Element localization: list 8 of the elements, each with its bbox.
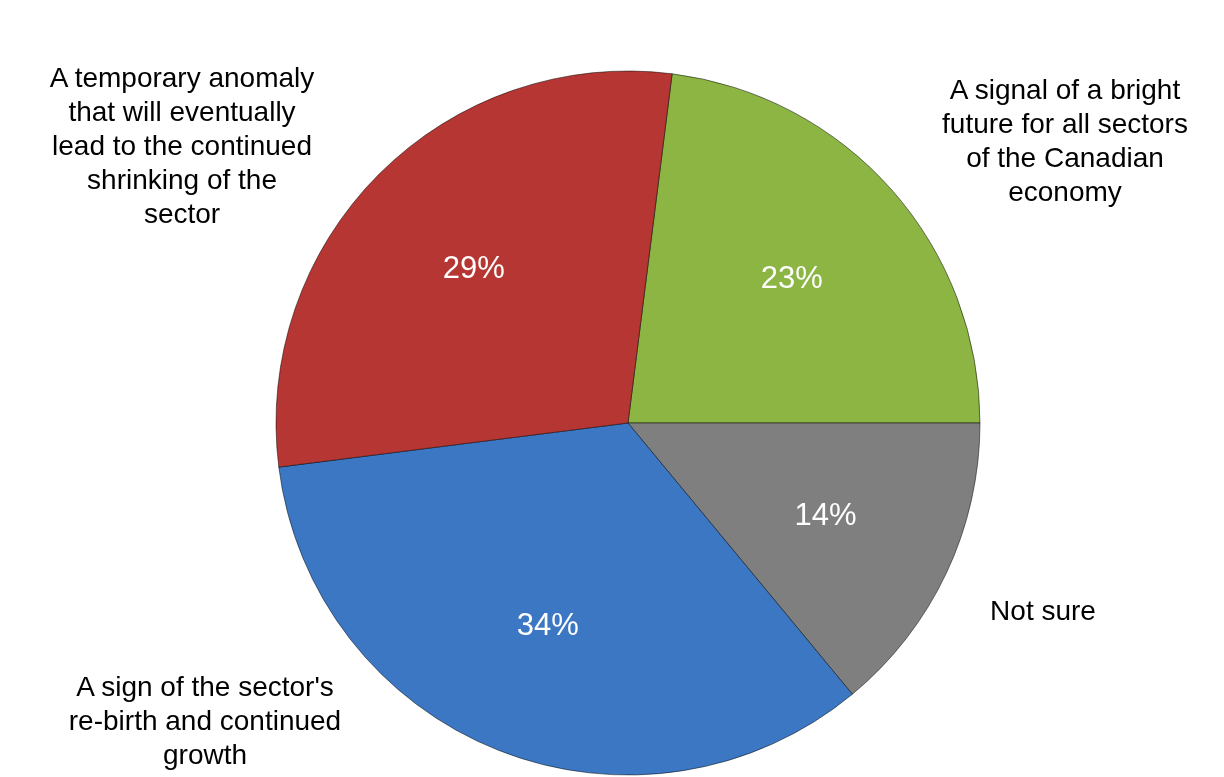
data-label: 29% bbox=[442, 249, 505, 285]
slice-label: A sign of the sector's re-birth and continued growth bbox=[68, 671, 342, 770]
slice-label: Not sure bbox=[990, 595, 1096, 626]
slice-label: A temporary anomaly that will eventually lead to the continued shrinking of the sector bbox=[49, 62, 315, 229]
slice-label: A signal of a bright future for all sectors of the Canadian economy bbox=[942, 74, 1188, 207]
data-label: 23% bbox=[760, 259, 823, 295]
data-label: 34% bbox=[516, 606, 579, 642]
data-label: 14% bbox=[794, 496, 857, 532]
